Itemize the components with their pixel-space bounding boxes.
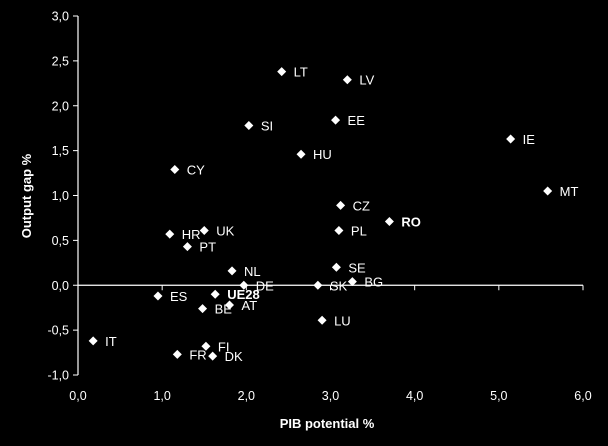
data-label-de: DE [256,278,274,293]
data-point-pl [334,226,344,236]
data-point-at [225,300,234,310]
data-point-bg [347,277,357,287]
data-label-hr: HR [182,227,201,242]
data-point-ee [331,115,341,125]
data-label-sk: SK [330,278,348,293]
x-tick-label: 6,0 [574,389,591,403]
data-point-uk [199,226,209,236]
data-point-lu [317,315,327,325]
data-point-mt [543,186,553,196]
axes: 0,0 1,0 2,0 3,0 4,0 5,0 6,0 3,0 2,5 2,0 1,5 1,0 0,5 0… [47,10,591,404]
x-tick-label: 3,0 [322,389,339,403]
data-label-pl: PL [351,224,367,239]
data-label-at: AT [242,298,258,313]
data-point-lv [342,75,352,85]
data-label-pt: PT [199,240,216,255]
data-label-fi: FI [218,339,230,354]
y-tick-label: 3,0 [52,10,69,24]
data-point-it [88,336,98,346]
data-label-hu: HU [313,147,332,162]
data-label-cy: CY [187,162,205,177]
y-axis-title: Output gap % [19,153,34,238]
data-point-cy [170,164,180,174]
x-tick-label: 0,0 [69,389,86,403]
data-point-ue28 [210,289,220,299]
data-point-be [198,304,208,314]
data-label-es: ES [170,289,188,304]
data-label-bg: BG [364,275,383,290]
data-point-es [153,291,163,301]
y-tick-label: 0,5 [52,234,69,248]
data-point-cz [336,200,346,210]
y-tick-label: 1,0 [52,189,69,203]
data-label-be: BE [215,302,233,317]
data-label-lv: LV [359,73,374,88]
data-point-se [331,262,341,272]
data-point-nl [227,266,237,276]
data-label-se: SE [348,260,366,275]
data-label-it: IT [105,334,117,349]
data-point-ro [384,217,394,227]
data-label-cz: CZ [353,198,370,213]
data-label-fr: FR [189,347,206,362]
data-point-fi [201,341,211,351]
data-point-si [244,120,254,130]
data-point-ie [506,134,516,144]
data-label-ie: IE [523,132,536,147]
y-tick-label: 2,0 [52,99,69,113]
data-label-mt: MT [560,184,579,199]
data-label-dk: DK [225,349,243,364]
data-point-lt [277,67,287,77]
data-label-ro: RO [401,215,421,230]
y-tick-label: -0,5 [47,324,69,338]
x-tick-label: 2,0 [238,389,255,403]
data-label-lu: LU [334,313,351,328]
x-tick-label: 1,0 [153,389,170,403]
x-axis-title: PIB potential % [280,416,375,431]
data-label-nl: NL [244,264,261,279]
data-point-hu [296,149,306,159]
x-tick-label: 5,0 [490,389,507,403]
data-point-pt [182,242,192,252]
data-point-dk [208,351,218,361]
y-tick-label: 1,5 [52,144,69,158]
data-label-si: SI [261,118,273,133]
y-tick-label: 2,5 [52,54,69,68]
data-point-fr [172,349,182,359]
x-tick-label: 4,0 [406,389,423,403]
data-point-sk [313,280,323,290]
y-tick-label: 0,0 [52,279,69,293]
data-label-lt: LT [294,65,308,80]
y-tick-label: -1,0 [47,369,69,383]
data-point-hr [165,229,175,239]
data-point-de [239,280,249,290]
data-label-uk: UK [216,224,234,239]
data-label-ee: EE [348,113,366,128]
data-label-ue28: UE28 [227,287,260,302]
